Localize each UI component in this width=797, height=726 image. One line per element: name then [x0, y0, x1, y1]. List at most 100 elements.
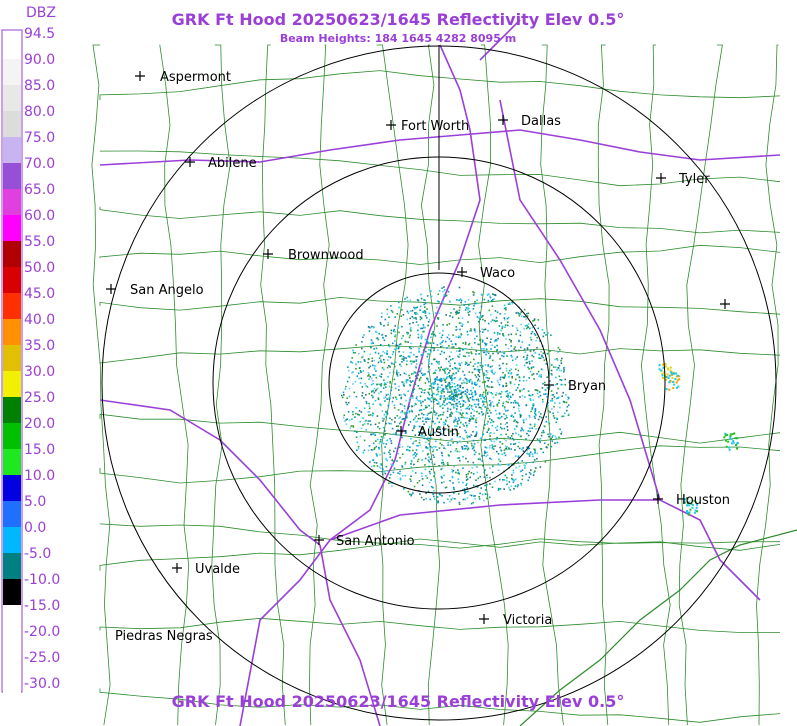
echo-pixel — [413, 388, 416, 390]
echo-pixel — [479, 362, 481, 364]
echo-pixel — [468, 355, 470, 357]
echo-pixel — [458, 386, 460, 389]
echo-pixel — [411, 410, 413, 413]
echo-pixel — [481, 493, 484, 496]
echo-pixel — [429, 433, 432, 436]
echo-pixel — [488, 496, 491, 499]
echo-pixel — [492, 421, 495, 423]
echo-pixel — [403, 488, 405, 490]
echo-pixel — [405, 448, 408, 451]
echo-pixel — [481, 339, 484, 342]
echo-pixel — [529, 399, 532, 402]
echo-pixel — [476, 366, 479, 368]
echo-pixel — [352, 349, 354, 352]
echo-pixel — [424, 312, 427, 314]
echo-pixel — [475, 350, 478, 352]
echo-pixel — [382, 344, 384, 347]
echo-pixel — [431, 394, 433, 397]
echo-pixel — [432, 420, 434, 423]
echo-pixel — [432, 331, 434, 333]
echo-pixel — [426, 308, 428, 310]
echo-pixel — [691, 506, 694, 509]
echo-pixel — [534, 467, 537, 469]
echo-pixel — [422, 324, 425, 326]
echo-pixel — [519, 313, 521, 315]
echo-pixel — [370, 383, 373, 386]
echo-pixel — [423, 299, 425, 301]
echo-pixel — [498, 383, 501, 386]
echo-pixel — [470, 412, 473, 414]
echo-pixel — [409, 478, 412, 480]
echo-pixel — [500, 423, 502, 425]
echo-pixel — [470, 352, 473, 355]
echo-pixel — [389, 437, 391, 440]
echo-pixel — [412, 321, 414, 324]
echo-pixel — [452, 372, 454, 375]
echo-pixel — [514, 478, 517, 481]
echo-pixel — [661, 372, 664, 375]
echo-pixel — [563, 371, 565, 373]
echo-pixel — [412, 390, 414, 392]
echo-pixel — [482, 381, 484, 384]
echo-pixel — [468, 381, 471, 383]
echo-pixel — [423, 310, 426, 312]
echo-pixel — [534, 470, 536, 472]
echo-pixel — [429, 498, 431, 501]
echo-pixel — [367, 420, 370, 422]
echo-pixel — [557, 387, 559, 390]
echo-pixel — [483, 348, 485, 350]
echo-pixel — [447, 368, 449, 370]
echo-pixel — [383, 352, 386, 354]
echo-pixel — [444, 372, 447, 374]
echo-pixel — [511, 474, 513, 476]
echo-pixel — [470, 434, 473, 436]
echo-pixel — [435, 369, 437, 372]
echo-pixel — [440, 380, 442, 383]
echo-pixel — [415, 421, 417, 423]
echo-pixel — [433, 333, 435, 336]
echo-pixel — [499, 358, 501, 360]
echo-pixel — [495, 394, 497, 396]
echo-pixel — [365, 428, 367, 431]
echo-pixel — [485, 376, 487, 379]
echo-pixel — [434, 380, 437, 382]
echo-pixel — [486, 409, 488, 412]
echo-pixel — [525, 318, 527, 320]
echo-pixel — [422, 400, 424, 403]
echo-pixel — [527, 430, 530, 432]
echo-pixel — [427, 321, 430, 323]
echo-pixel — [468, 417, 471, 420]
echo-pixel — [395, 433, 397, 436]
echo-pixel — [489, 445, 491, 447]
echo-pixel — [528, 362, 531, 365]
echo-pixel — [446, 388, 448, 390]
echo-pixel — [385, 386, 387, 388]
echo-pixel — [411, 360, 414, 363]
echo-pixel — [476, 361, 479, 364]
echo-pixel — [450, 340, 452, 342]
echo-pixel — [516, 374, 518, 376]
county-line — [99, 296, 781, 315]
echo-pixel — [420, 317, 423, 319]
echo-pixel — [503, 452, 506, 454]
echo-pixel — [367, 372, 370, 374]
echo-pixel — [399, 478, 402, 481]
echo-pixel — [480, 406, 482, 409]
echo-pixel — [452, 497, 454, 499]
echo-pixel — [425, 475, 427, 477]
echo-pixel — [414, 417, 416, 419]
echo-pixel — [363, 407, 366, 410]
echo-pixel — [513, 406, 515, 409]
echo-pixel — [414, 307, 416, 310]
echo-pixel — [562, 391, 564, 394]
echo-pixel — [381, 470, 383, 473]
echo-pixel — [403, 385, 405, 387]
echo-pixel — [365, 402, 368, 405]
echo-pixel — [686, 497, 689, 500]
echo-pixel — [664, 365, 667, 368]
echo-pixel — [530, 366, 533, 369]
echo-pixel — [446, 424, 449, 427]
county-line — [99, 413, 781, 444]
echo-pixel — [434, 431, 436, 434]
echo-pixel — [474, 331, 477, 333]
